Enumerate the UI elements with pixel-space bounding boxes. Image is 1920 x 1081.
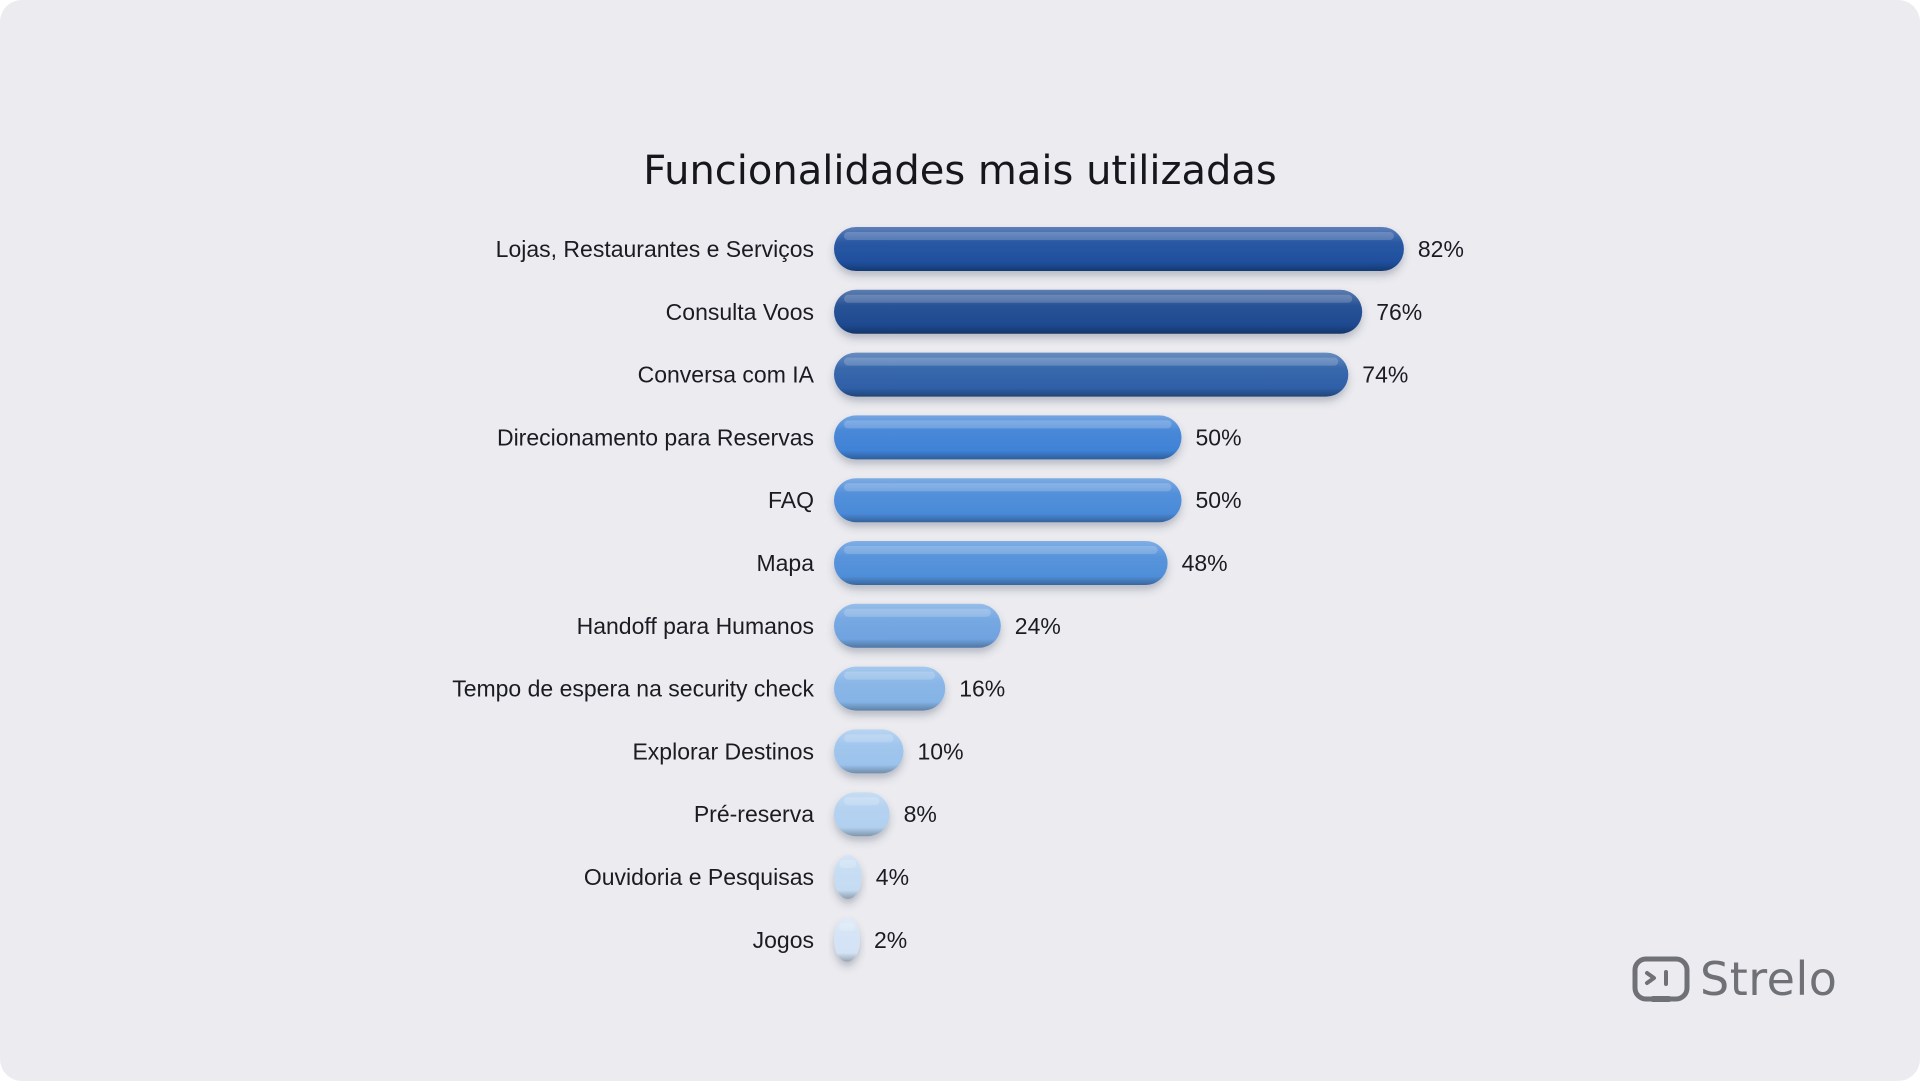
chart-title: Funcionalidades mais utilizadas: [643, 148, 1277, 194]
category-label: Tempo de espera na security check: [452, 676, 814, 702]
value-label: 10%: [918, 738, 964, 764]
bar: [834, 415, 1182, 460]
value-label: 50%: [1196, 487, 1242, 513]
category-label: Conversa com IA: [638, 362, 815, 388]
bar: [834, 352, 1349, 397]
strelo-logo: Strelo: [1632, 952, 1842, 1006]
bar-highlight: [844, 546, 1158, 554]
bar-highlight: [844, 232, 1394, 240]
bar: [834, 541, 1168, 585]
category-label: Jogos: [753, 927, 814, 953]
value-label: 76%: [1376, 299, 1422, 325]
strelo-logo-icon: [1632, 956, 1690, 1002]
value-label: 82%: [1418, 236, 1464, 262]
brand-name: Strelo: [1700, 952, 1838, 1006]
value-label: 8%: [904, 801, 937, 827]
bar: [834, 289, 1363, 334]
value-label: 2%: [874, 927, 907, 953]
bar-highlight: [839, 860, 857, 868]
category-label: Direcionamento para Reservas: [497, 424, 814, 450]
value-label: 4%: [876, 864, 909, 890]
bar-highlight: [844, 294, 1353, 303]
value-label: 50%: [1196, 424, 1242, 450]
category-label: Handoff para Humanos: [577, 613, 814, 639]
bar-highlight: [844, 483, 1172, 492]
value-label: 48%: [1182, 550, 1228, 576]
bar: [834, 792, 890, 837]
value-label: 74%: [1362, 362, 1408, 388]
bar: [834, 227, 1404, 271]
category-label: Pré-reserva: [694, 801, 814, 827]
bar-highlight: [844, 734, 894, 743]
bar-highlight: [844, 357, 1339, 366]
value-label: 24%: [1015, 613, 1061, 639]
bar-highlight: [844, 420, 1172, 429]
bar-highlight: [844, 797, 880, 806]
category-label: FAQ: [768, 487, 814, 513]
category-label: Lojas, Restaurantes e Serviços: [496, 236, 814, 262]
bar: [834, 666, 946, 711]
category-label: Mapa: [756, 550, 814, 576]
bar: [834, 917, 860, 962]
bar-highlight: [844, 608, 991, 617]
category-label: Ouvidoria e Pesquisas: [584, 864, 814, 890]
bar: [834, 855, 862, 899]
value-label: 16%: [959, 676, 1005, 702]
bar: [834, 729, 904, 774]
category-label: Explorar Destinos: [632, 738, 814, 764]
bar-highlight: [839, 922, 855, 931]
bar-highlight: [844, 671, 936, 680]
bar: [834, 478, 1182, 523]
category-label: Consulta Voos: [666, 299, 814, 325]
bar: [834, 603, 1001, 648]
